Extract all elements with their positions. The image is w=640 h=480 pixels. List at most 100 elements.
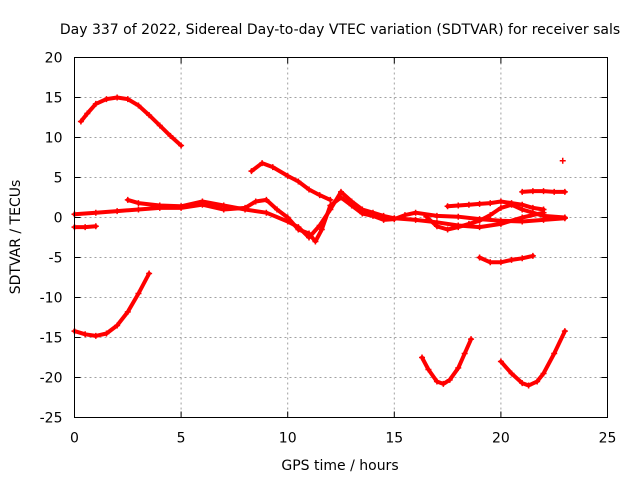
data-point [318,226,325,233]
data-point [295,224,302,231]
data-point [124,196,131,203]
data-point [444,226,451,233]
data-point [284,172,291,179]
data-point [468,336,475,343]
y-tick-label: 5 [54,171,63,187]
data-point [77,118,84,125]
series-segment-right-mid [476,252,536,266]
data-point [156,122,163,129]
data-point [178,203,185,210]
data-point [487,212,494,219]
data-point [487,259,494,266]
data-point [551,188,558,195]
y-tick-label: 20 [45,51,63,67]
data-point [103,96,110,103]
data-point [124,308,131,315]
data-point [295,178,302,185]
data-point [425,366,432,373]
series-arc-early-high [77,94,185,149]
data-point [114,322,121,329]
data-point [380,212,387,219]
data-point [455,224,462,231]
data-point [455,364,462,371]
data-point [419,354,426,361]
data-point [525,382,532,389]
data-point [82,331,89,338]
series-outlier [559,157,566,164]
x-tick-label: 5 [177,431,186,447]
grid-lines [74,57,608,418]
data-point [84,110,91,117]
data-point [199,198,206,205]
data-point [306,234,313,241]
data-point [92,100,99,107]
x-tick-label: 15 [385,431,403,447]
data-point [135,102,142,109]
data-point [391,215,398,222]
data-point [348,198,355,205]
data-point [312,238,319,245]
data-point [519,188,526,195]
data-point [252,198,259,205]
data-point [327,196,334,203]
data-point [124,96,131,103]
data-point [359,206,366,213]
series-band-main-2 [124,188,547,241]
data-point [497,198,504,205]
data-point [412,209,419,216]
series-line [125,189,546,240]
x-axis-ticks: 0 5 10 15 20 25 [70,57,616,447]
x-axis-label: GPS time / hours [281,458,398,474]
chart-title: Day 337 of 2022, Sidereal Day-to-day VTE… [60,22,620,38]
data-point [540,188,547,195]
data-point [444,203,451,210]
data-point [92,209,99,216]
series-line [72,271,152,338]
data-point [497,220,504,227]
data-point [433,223,440,230]
data-point [551,350,558,357]
plot-frame [74,57,608,418]
y-tick-label: 0 [54,211,63,227]
data-point [269,164,276,171]
data-point [114,94,121,101]
series-arc-early-low [71,270,153,339]
data-point [540,212,547,219]
data-point [497,204,504,211]
data-point [220,202,227,209]
data-point [92,332,99,339]
data-point [540,370,547,377]
data-point [508,256,515,263]
data-point [508,370,515,377]
data-point [412,216,419,223]
data-point [259,160,266,167]
data-point [135,206,142,213]
data-point [114,208,121,215]
data-point [497,259,504,266]
x-tick-label: 0 [70,431,79,447]
data-point [248,168,255,175]
data-point [561,328,568,335]
data-point [519,380,526,387]
data-point [540,206,547,213]
data-point [487,200,494,207]
data-point [103,330,110,337]
data-point [338,188,344,195]
series-line [477,253,535,265]
series-band-mid-high [248,160,334,203]
data-point [92,223,99,230]
data-point [476,200,483,207]
data-point [561,188,568,195]
series-band-late-upper [444,198,547,213]
data-point [446,376,453,383]
data-point [455,213,462,220]
data-point [242,206,249,213]
series-band-late [423,201,568,233]
data-point [146,270,153,277]
data-point [327,206,334,213]
data-point [433,212,440,219]
data-point [529,252,536,259]
y-axis-ticks: 20 15 10 5 0 -5 -10 -15 -20 -25 [40,51,608,427]
series-arc-late-1 [419,336,475,387]
data-point [561,214,568,221]
